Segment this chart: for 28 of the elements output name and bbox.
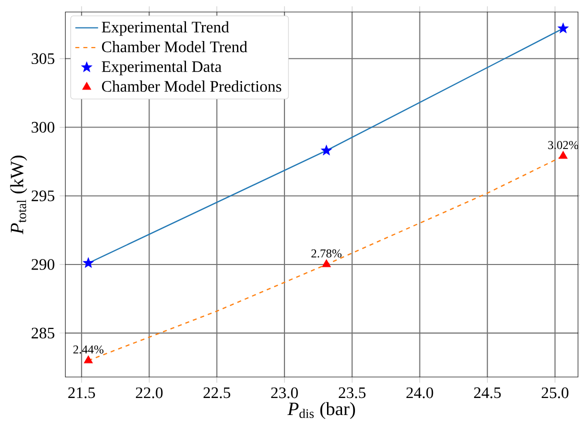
y-axis-title: P$_{total}$ (kW) [10, 156, 28, 234]
legend-label: Chamber Model Predictions [102, 80, 282, 92]
y-tick-label: 305 [32, 53, 54, 64]
x-tick-label: 21.5 [68, 387, 95, 398]
point [558, 151, 568, 159]
x-tick-label: 22.0 [136, 387, 163, 398]
annotation: 2.44% [73, 345, 104, 354]
point [82, 258, 94, 268]
x-tick-label: 24.5 [474, 387, 501, 398]
x-axis-title: P$_{dis}$ (bar) [287, 402, 355, 420]
legend-label: Experimental Trend [102, 21, 230, 36]
annotation: 3.02% [548, 140, 578, 150]
y-tick-label: 285 [32, 328, 54, 338]
annotation: 2.78% [311, 249, 342, 258]
point [322, 259, 331, 268]
y-tick-label: 300 [32, 122, 54, 133]
y-tick-label: 290 [32, 259, 54, 270]
legend-label: Chamber Model Trend [102, 41, 248, 52]
x-tick-label: 23.5 [338, 387, 366, 398]
x-tick-label: 23.0 [271, 387, 298, 398]
x-tick-label: 22.5 [204, 387, 230, 398]
x-tick-label: 25.0 [542, 387, 568, 398]
point [558, 22, 568, 34]
legend-label: Experimental Data [102, 60, 222, 76]
y-tick-label: 295 [32, 190, 54, 202]
x-tick-label: 24.0 [406, 387, 434, 398]
point [84, 355, 93, 364]
point [321, 144, 332, 156]
